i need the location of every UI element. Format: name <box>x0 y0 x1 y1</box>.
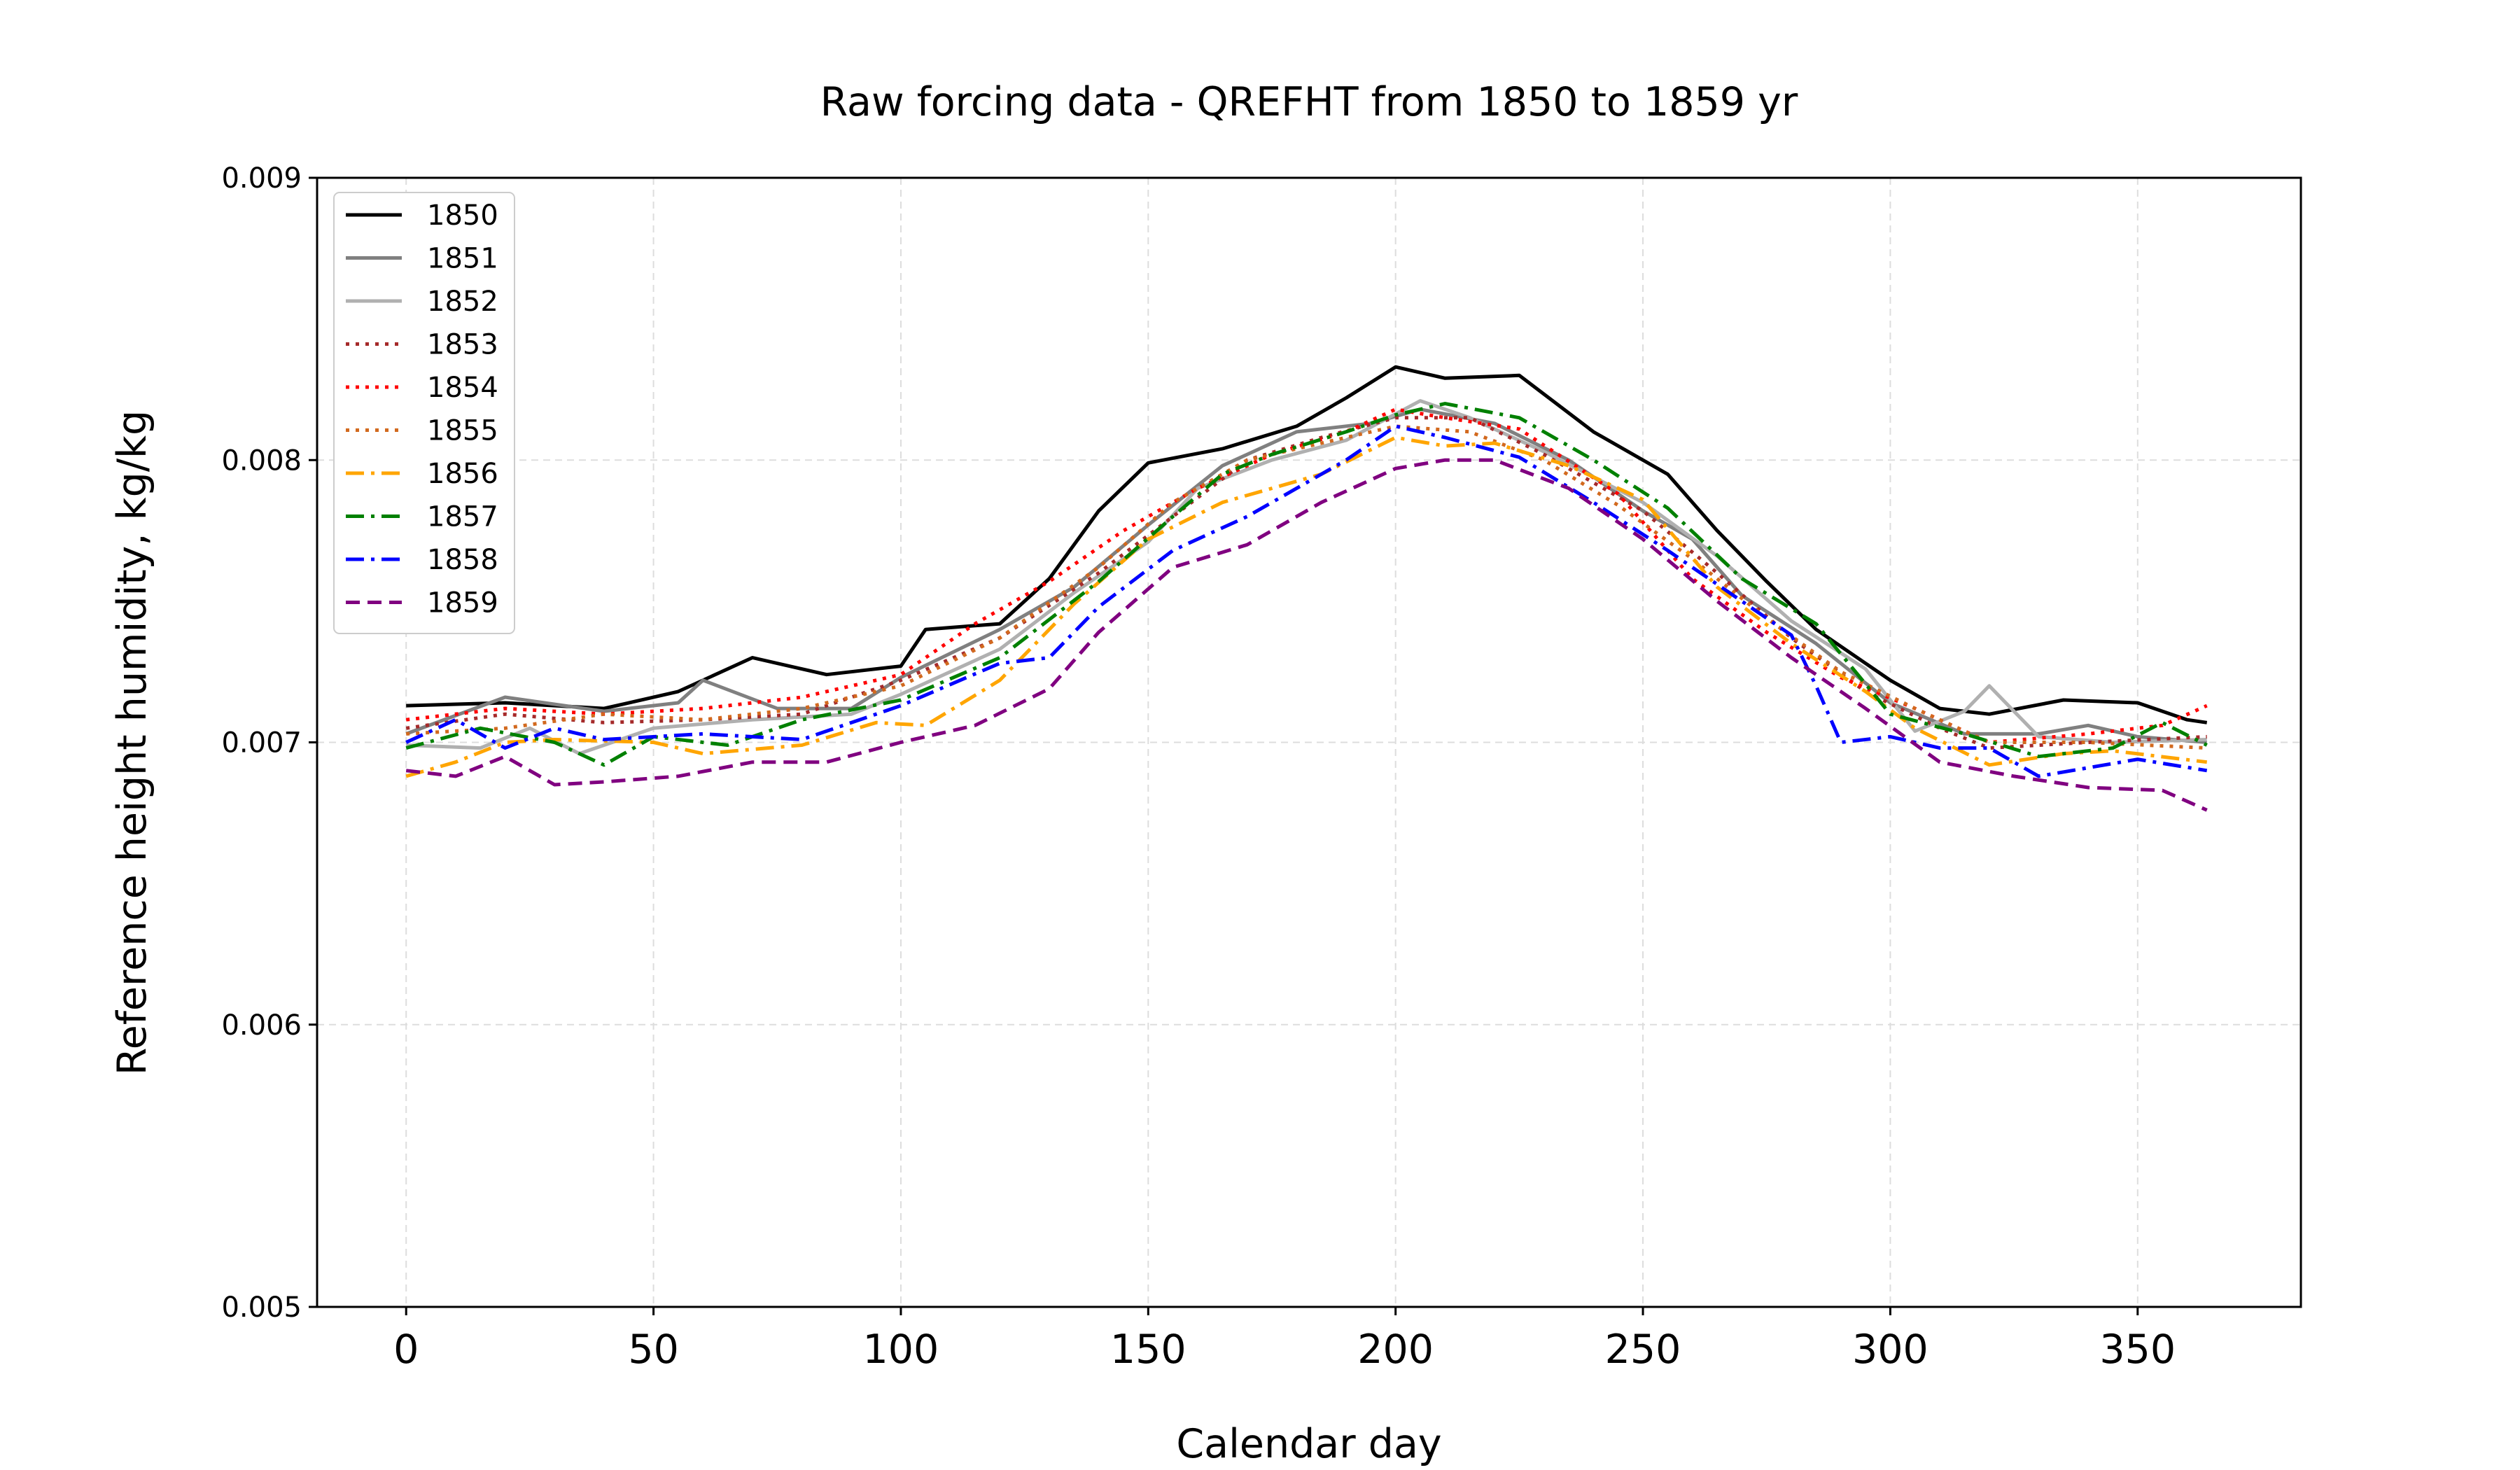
series-line-1858 <box>405 424 2208 778</box>
y-tick-label: 0.007 <box>221 727 302 760</box>
x-tick-label: 100 <box>863 1326 939 1373</box>
x-tick-label: 300 <box>1852 1326 1928 1373</box>
x-tick-label: 350 <box>2099 1326 2176 1373</box>
legend-label-1857: 1857 <box>427 501 498 533</box>
legend-label-1853: 1853 <box>427 329 498 361</box>
series-line-1852 <box>406 399 2207 756</box>
legend-label-1852: 1852 <box>427 286 498 318</box>
y-axis-label: Reference height humidity, kg/kg <box>109 410 155 1076</box>
series-line-1855 <box>406 424 2207 750</box>
legend-label-1854: 1854 <box>427 372 498 404</box>
series-line-1850 <box>406 365 2208 724</box>
y-tick-label: 0.009 <box>221 162 302 195</box>
axis-ticks: 0 50 100 150 200 250 300 350 0.005 0.006 0.007 0.00… <box>221 162 2176 1373</box>
y-tick-label: 0.005 <box>221 1292 302 1324</box>
y-tick-label: 0.006 <box>221 1009 302 1042</box>
x-tick-label: 150 <box>1110 1326 1186 1373</box>
chart-title: Raw forcing data - QREFHT from 1850 to 1… <box>820 79 1798 125</box>
series-line-1859 <box>405 458 2208 812</box>
series-line-1857 <box>405 402 2208 767</box>
legend-label-1850: 1850 <box>427 200 498 232</box>
series-line-1851 <box>405 407 2207 744</box>
y-tick-label: 0.008 <box>221 444 302 477</box>
legend-label-1859: 1859 <box>427 587 498 620</box>
series-lines <box>405 365 2208 812</box>
legend-label-1855: 1855 <box>427 415 498 447</box>
legend-label-1851: 1851 <box>427 243 498 275</box>
x-tick-label: 250 <box>1605 1326 1681 1373</box>
x-tick-label: 0 <box>393 1326 419 1373</box>
x-tick-label: 50 <box>628 1326 679 1373</box>
series-line-1853 <box>405 416 2207 750</box>
legend: 1850 1851 1852 1853 1854 1855 1856 1857 1858 1859 <box>333 192 515 634</box>
legend-label-1858: 1858 <box>427 544 498 576</box>
x-tick-label: 200 <box>1357 1326 1434 1373</box>
legend-label-1856: 1856 <box>427 458 498 490</box>
x-axis-label: Calendar day <box>1176 1421 1441 1467</box>
